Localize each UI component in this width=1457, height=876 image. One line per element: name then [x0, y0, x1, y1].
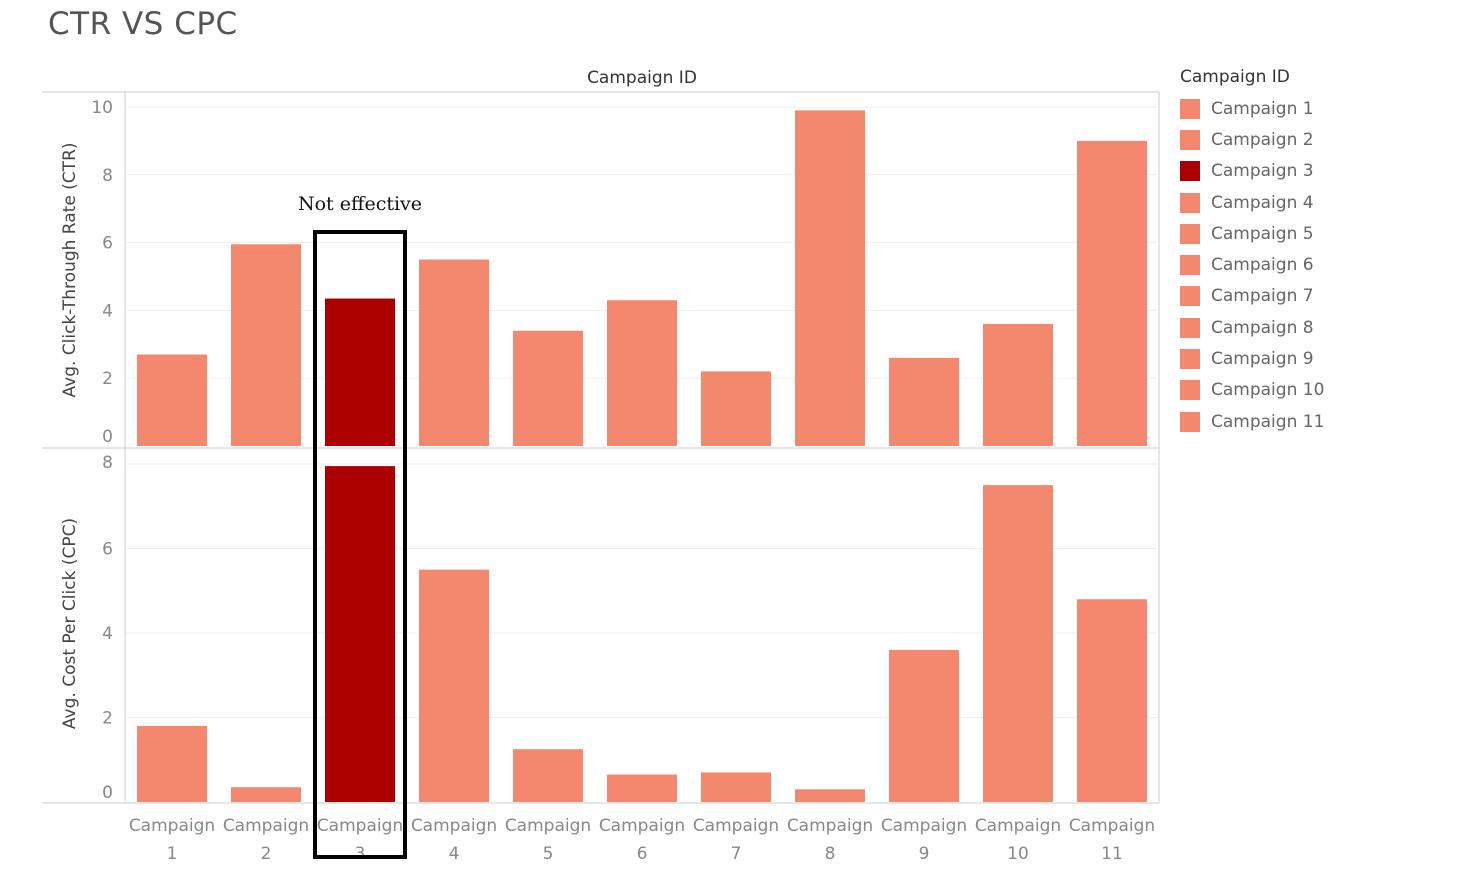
x-tick-label: Campaign: [881, 816, 967, 836]
legend-item[interactable]: Campaign 7: [1180, 281, 1324, 312]
bar: [983, 485, 1053, 802]
bar: [1077, 140, 1147, 446]
legend-swatch: [1180, 98, 1200, 119]
legend-label: Campaign 11: [1211, 411, 1325, 432]
x-tick-label: Campaign: [599, 816, 685, 836]
x-tick-label: 11: [1101, 844, 1123, 864]
y-axis-title: Avg. Click-Through Rate (CTR): [60, 142, 80, 397]
annotation-text: Not effective: [298, 193, 422, 215]
legend-swatch: [1180, 286, 1200, 307]
bar: [701, 371, 771, 446]
bar: [607, 774, 677, 802]
y-tick-label: 0: [102, 783, 113, 803]
y-tick-label: 2: [102, 709, 113, 729]
legend-label: Campaign 10: [1211, 380, 1325, 401]
bar: [419, 259, 489, 446]
legend-swatch: [1180, 255, 1200, 276]
legend-label: Campaign 3: [1211, 161, 1314, 182]
legend-item[interactable]: Campaign 9: [1180, 343, 1324, 374]
y-tick-label: 2: [102, 369, 113, 389]
y-tick-label: 8: [102, 166, 113, 186]
x-tick-label: Campaign: [505, 816, 591, 836]
legend-item[interactable]: Campaign 6: [1180, 249, 1324, 280]
x-tick-label: Campaign: [411, 816, 497, 836]
x-tick-label: 2: [261, 844, 272, 864]
x-tick-label: 4: [449, 844, 460, 864]
x-tick-label: 1: [167, 844, 178, 864]
y-tick-label: 6: [102, 540, 113, 560]
bar: [231, 787, 301, 802]
y-tick-label: 4: [102, 301, 113, 321]
x-tick-label: 10: [1007, 844, 1029, 864]
x-tick-label: Campaign: [317, 816, 403, 836]
y-tick-label: 0: [102, 427, 113, 447]
legend-swatch: [1180, 192, 1200, 213]
legend-item[interactable]: Campaign 5: [1180, 218, 1324, 249]
legend-swatch: [1180, 380, 1200, 401]
legend-items: Campaign 1 Campaign 2 Campaign 3 Campaign 4…: [1180, 93, 1324, 437]
legend: Campaign ID Campaign 1 Campaign 2 Campaign…: [1180, 67, 1324, 437]
legend-swatch: [1180, 411, 1200, 432]
bar: [795, 789, 865, 802]
legend-label: Campaign 6: [1211, 255, 1314, 276]
page-title: CTR VS CPC: [48, 6, 238, 42]
legend-label: Campaign 8: [1211, 317, 1314, 338]
x-tick-label: Campaign: [1069, 816, 1155, 836]
legend-item[interactable]: Campaign 4: [1180, 187, 1324, 218]
bar: [983, 323, 1053, 446]
x-tick-label: Campaign: [975, 816, 1061, 836]
bar: [137, 354, 207, 446]
legend-label: Campaign 7: [1211, 286, 1314, 307]
x-tick-label: Campaign: [223, 816, 309, 836]
bar: [889, 357, 959, 446]
y-tick-label: 6: [102, 234, 113, 254]
bar: [889, 649, 959, 802]
column-header: Campaign ID: [587, 68, 697, 88]
legend-label: Campaign 1: [1211, 98, 1314, 119]
legend-item[interactable]: Campaign 10: [1180, 375, 1324, 406]
x-tick-label: 5: [543, 844, 554, 864]
x-tick-label: Campaign: [129, 816, 215, 836]
x-tick-label: 6: [637, 844, 648, 864]
legend-item[interactable]: Campaign 2: [1180, 124, 1324, 155]
bar: [513, 749, 583, 802]
legend-swatch: [1180, 349, 1200, 370]
bar: [325, 466, 395, 802]
legend-label: Campaign 2: [1211, 129, 1314, 150]
bar: [607, 300, 677, 446]
bar: [795, 110, 865, 446]
bar: [419, 569, 489, 802]
legend-swatch: [1180, 129, 1200, 150]
legend-swatch: [1180, 161, 1200, 182]
x-tick-label: Campaign: [787, 816, 873, 836]
x-tick-label: 9: [919, 844, 930, 864]
bar: [1077, 599, 1147, 802]
y-axis-title: Avg. Cost Per Click (CPC): [60, 518, 80, 729]
legend-title: Campaign ID: [1180, 67, 1290, 87]
legend-swatch: [1180, 223, 1200, 244]
bar: [701, 772, 771, 802]
legend-swatch: [1180, 317, 1200, 338]
y-tick-label: 4: [102, 624, 113, 644]
annotation-box: [313, 230, 407, 859]
bar: [325, 298, 395, 446]
legend-item[interactable]: Campaign 1: [1180, 93, 1324, 124]
bar: [137, 725, 207, 802]
legend-label: Campaign 5: [1211, 223, 1314, 244]
y-tick-label: 8: [102, 453, 113, 473]
legend-label: Campaign 4: [1211, 192, 1314, 213]
x-tick-label: 7: [731, 844, 742, 864]
legend-item[interactable]: Campaign 8: [1180, 312, 1324, 343]
x-tick-label: 8: [825, 844, 836, 864]
y-tick-label: 10: [91, 98, 113, 118]
x-tick-label: Campaign: [693, 816, 779, 836]
legend-item[interactable]: Campaign 11: [1180, 406, 1324, 437]
legend-item[interactable]: Campaign 3: [1180, 156, 1324, 187]
x-tick-label: 3: [355, 844, 366, 864]
legend-label: Campaign 9: [1211, 349, 1314, 370]
bar: [513, 330, 583, 446]
bar: [231, 244, 301, 446]
